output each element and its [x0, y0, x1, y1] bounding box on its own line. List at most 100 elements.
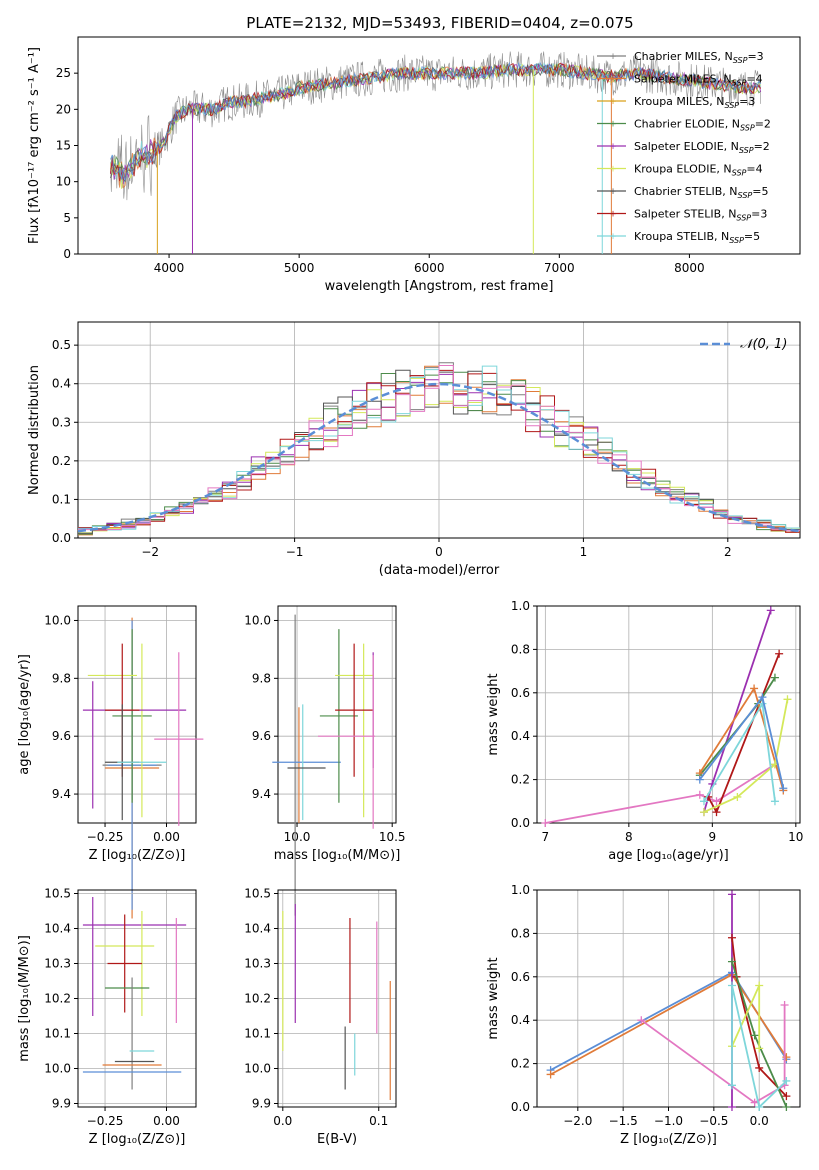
weight-series-line [703, 699, 789, 813]
y-tick-label: 10.0 [44, 613, 71, 627]
x-axis-label: wavelength [Angstrom, rest frame] [325, 279, 554, 294]
panel-age_vs_mass: 10.0 10.5 9.4 9.6 9.8 10.0 mass [log₁₀(M/M⊙)] [244, 605, 406, 916]
y-tick-label: 10.2 [244, 992, 271, 1006]
x-tick-label: 0.00 [153, 1114, 180, 1128]
legend-label: Salpeter STELIB, NSSP=3 [634, 208, 767, 223]
weight-point-marker [775, 649, 784, 658]
weight-point-marker [766, 606, 775, 615]
weight-series-line [731, 937, 788, 1097]
y-tick-label: 0 [63, 247, 71, 261]
legend-label: Kroupa STELIB, NSSP=5 [634, 230, 760, 245]
x-tick-label: 2 [724, 545, 732, 559]
x-tick-label: 7 [542, 830, 550, 844]
x-tick-label: −0.5 [699, 1114, 728, 1128]
y-tick-label: 10.0 [244, 1062, 271, 1076]
weight-point-marker [727, 981, 736, 990]
weight-point-marker [546, 1070, 555, 1079]
x-tick-label: −1.5 [609, 1114, 638, 1128]
y-tick-label: 0.5 [52, 338, 71, 352]
error-point [154, 652, 204, 826]
weight-point-marker [758, 693, 767, 702]
y-tick-label: 1.0 [511, 883, 530, 897]
x-tick-label: 4000 [154, 261, 185, 275]
weight-point-marker [712, 808, 721, 817]
x-tick-label: 5000 [284, 261, 315, 275]
spectrum-series-line [110, 62, 762, 182]
y-tick-label: 10.1 [244, 1027, 271, 1041]
y-axis-label: mass [log₁₀(M/M⊙)] [17, 935, 32, 1062]
panel-mass_vs_ebv: 0.0 0.1 9.9 10.0 10.1 10.2 10.3 10.4 10.5 E(B-V) [244, 887, 397, 1147]
spectrum-lines [110, 51, 762, 254]
weight-point-marker [695, 790, 704, 799]
weight-point-marker [750, 684, 759, 693]
x-tick-label: −1 [286, 545, 304, 559]
y-tick-label: 9.8 [252, 671, 271, 685]
weight-point-marker [782, 1076, 791, 1085]
weight-series-line [707, 653, 780, 815]
y-tick-label: 10.3 [44, 957, 71, 971]
x-tick-label: −2.0 [563, 1114, 592, 1128]
weight-point-marker [783, 695, 792, 704]
x-tick-label: −0.25 [87, 1114, 124, 1128]
weight-point-marker [755, 981, 764, 990]
y-tick-label: 25 [56, 66, 71, 80]
legend-marker: + [609, 165, 617, 175]
y-tick-label: 0.3 [52, 415, 71, 429]
panel-mass_vs_Z: −0.25 0.00 9.9 10.0 10.1 10.2 10.3 10.4 10.5 Z [l… [17, 887, 197, 1147]
x-tick-label: 10.0 [284, 830, 311, 844]
x-tick-label: 9 [709, 830, 717, 844]
y-tick-label: 10.0 [44, 1062, 71, 1076]
error-point [107, 914, 142, 1013]
weight-point-marker [782, 1092, 791, 1101]
panel-age_vs_Z: −0.25 0.00 9.4 9.6 9.8 10.0 Z [log₁₀(Z/Z⊙)] age… [17, 605, 204, 919]
axes-frame [277, 889, 397, 1108]
weight-series [699, 699, 779, 806]
legend-label: Salpeter ELODIE, NSSP=2 [634, 140, 770, 155]
axes-frame [77, 321, 801, 539]
weight-point-marker [770, 673, 779, 682]
legend-label: Chabrier ELODIE, NSSP=2 [634, 118, 771, 133]
y-tick-label: 9.8 [52, 671, 71, 685]
y-axis-label: mass weight [486, 673, 501, 755]
y-tick-label: 9.4 [252, 787, 271, 801]
legend-marker: + [609, 97, 617, 107]
y-tick-label: 0.8 [511, 926, 530, 940]
weight-point-marker [727, 1103, 736, 1111]
axes-frame [77, 36, 801, 255]
weight-point-marker [733, 792, 742, 801]
y-tick-label: 20 [56, 102, 71, 116]
y-tick-label: 0.6 [511, 970, 530, 984]
weight-point-marker [770, 797, 779, 806]
weight-series [637, 1001, 789, 1107]
y-tick-label: 10.4 [244, 922, 271, 936]
weight-series [727, 981, 791, 1111]
weight-point-marker [637, 1016, 646, 1025]
y-tick-label: 0.8 [511, 642, 530, 656]
legend-label: Chabrier MILES, NSSP=3 [634, 50, 764, 65]
axes-frame [277, 605, 397, 824]
y-tick-label: 0.2 [511, 1057, 530, 1071]
panel-residuals: −2 −1 0 1 2 0.0 0.1 0.2 0.3 0.4 0.5 (data-model)/er… [27, 321, 801, 578]
y-tick-label: 10 [56, 175, 71, 189]
y-tick-label: 0.2 [52, 454, 71, 468]
legend-marker: + [609, 142, 617, 152]
x-tick-label: 0.0 [273, 1114, 292, 1128]
y-tick-label: 9.9 [52, 1097, 71, 1111]
weight-point-marker [755, 1103, 764, 1111]
histogram-series [78, 365, 800, 531]
weight-point-marker [755, 1063, 764, 1072]
weight-point-marker [699, 808, 708, 817]
y-tick-label: 0.4 [511, 1013, 530, 1027]
x-tick-label: 6000 [414, 261, 445, 275]
gaussian-curve [77, 382, 801, 533]
spectrum-legend: + Chabrier MILES, NSSP=3 + Salpeter MILES, … [597, 50, 771, 245]
y-tick-label: 15 [56, 139, 71, 153]
y-tick-label: 10.5 [44, 887, 71, 901]
panel-weight_vs_Z: −2.0 −1.5 −1.0 −0.5 0.0 0.0 0.2 0.4 0.6 0.8 1.0 Z [… [486, 883, 801, 1147]
x-tick-label: −0.25 [87, 830, 124, 844]
weight-point-marker [727, 1081, 736, 1090]
y-tick-label: 0.0 [52, 531, 71, 545]
gaussian-legend-label: 𝒩(0, 1) [740, 337, 787, 352]
x-axis-label: Z [log₁₀(Z/Z⊙)] [89, 1132, 186, 1147]
y-tick-label: 1.0 [511, 599, 530, 613]
